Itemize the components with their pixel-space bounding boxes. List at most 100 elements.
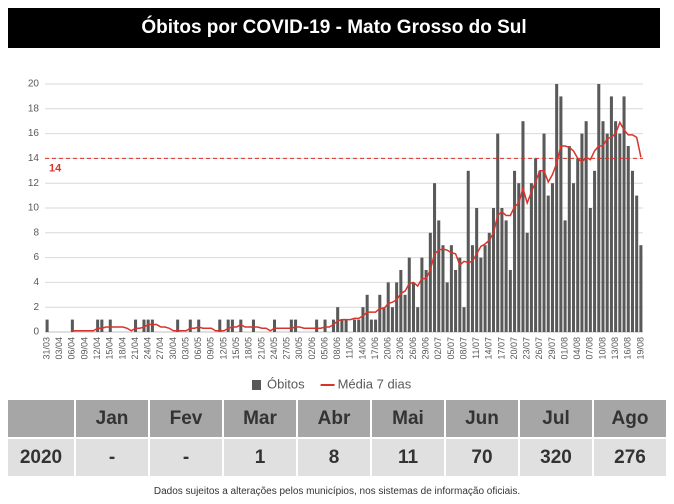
data-cell: -	[149, 438, 224, 478]
average-line	[72, 120, 642, 332]
x-tick-label: 03/05	[180, 337, 190, 360]
bar	[188, 319, 192, 332]
bar	[433, 183, 437, 332]
x-tick-label: 07/08	[585, 337, 595, 360]
data-cell: 70	[445, 438, 520, 478]
x-tick-label: 12/05	[218, 337, 228, 360]
bar	[218, 319, 222, 332]
bar	[197, 319, 201, 332]
bar	[555, 84, 559, 332]
header-cell: Jan	[75, 400, 150, 439]
legend-label: Média 7 dias	[338, 376, 412, 391]
bar	[424, 270, 428, 332]
bar	[513, 170, 517, 332]
bar	[45, 319, 49, 332]
bar	[605, 133, 609, 332]
bar	[504, 220, 508, 332]
bar	[483, 245, 487, 332]
x-tick-label: 06/04	[67, 337, 77, 360]
header-cell: Mar	[223, 400, 298, 439]
bar	[239, 319, 243, 332]
y-tick-label: 14	[28, 153, 40, 164]
x-tick-label: 19/08	[635, 337, 645, 360]
x-tick-label: 05/06	[319, 337, 329, 360]
bar	[315, 319, 319, 332]
y-tick-label: 18	[28, 103, 40, 114]
bar	[584, 121, 588, 332]
bar	[597, 84, 601, 332]
bar	[365, 294, 369, 332]
bar	[609, 96, 613, 333]
bar	[403, 294, 407, 332]
bar	[601, 121, 605, 332]
y-tick-label: 6	[33, 252, 39, 263]
bar	[626, 146, 630, 332]
bar	[226, 319, 230, 332]
bar	[496, 133, 500, 332]
bar	[146, 319, 150, 332]
bar	[357, 319, 361, 332]
x-tick-label: 05/07	[446, 337, 456, 360]
bar	[521, 121, 525, 332]
x-tick-label: 14/06	[357, 337, 367, 360]
x-tick-label: 26/07	[534, 337, 544, 360]
x-tick-label: 24/05	[269, 337, 279, 360]
bar	[96, 319, 100, 332]
bar	[361, 307, 365, 332]
bar	[622, 96, 626, 333]
bar	[462, 307, 466, 332]
bar	[466, 170, 470, 332]
x-tick-label: 16/08	[623, 337, 633, 360]
bar	[420, 257, 424, 332]
bar	[382, 307, 386, 332]
y-tick-label: 2	[33, 302, 39, 313]
x-tick-label: 04/08	[572, 337, 582, 360]
bar	[635, 195, 639, 332]
x-tick-label: 15/04	[105, 337, 115, 360]
x-tick-label: 23/07	[522, 337, 532, 360]
data-cell: 1	[223, 438, 298, 478]
bar	[508, 270, 512, 332]
x-tick-label: 08/07	[458, 337, 468, 360]
monthly-table: Jan Fev Mar Abr Mai Jun Jul Ago 2020- -1 8 11 70 320 2…	[8, 400, 668, 478]
chart-title: Óbitos por COVID-19 - Mato Grosso do Sul	[8, 8, 660, 48]
bar	[487, 232, 491, 332]
data-cell: 8	[297, 438, 372, 478]
bar	[546, 195, 550, 332]
x-tick-label: 18/04	[117, 337, 127, 360]
y-tick-label: 4	[33, 277, 39, 288]
bar	[454, 270, 458, 332]
bar	[479, 257, 483, 332]
bar	[458, 257, 462, 332]
x-tick-label: 21/05	[256, 337, 266, 360]
header-cell: Jun	[445, 400, 520, 439]
bar	[100, 319, 104, 332]
bar	[340, 319, 344, 332]
bar	[150, 319, 154, 332]
bar	[416, 307, 420, 332]
y-tick-label: 20	[28, 79, 40, 90]
header-cell: Abr	[297, 400, 372, 439]
y-tick-label: 16	[28, 128, 40, 139]
bar	[378, 294, 382, 332]
x-tick-label: 27/05	[282, 337, 292, 360]
x-tick-label: 14/07	[484, 337, 494, 360]
data-row: 2020- -1 8 11 70 320 276	[8, 438, 668, 478]
footnote: Dados sujeitos a alterações pelos municí…	[153, 486, 521, 497]
bar	[449, 245, 453, 332]
bar	[580, 133, 584, 332]
bar	[567, 146, 571, 332]
x-tick-label: 29/07	[547, 337, 557, 360]
y-tick-label: 0	[33, 327, 39, 338]
x-tick-label: 26/06	[408, 337, 418, 360]
bar	[538, 170, 542, 332]
data-cell: 276	[593, 438, 668, 478]
bar	[390, 307, 394, 332]
bar	[289, 319, 293, 332]
bar	[134, 319, 138, 332]
bar	[534, 158, 538, 332]
bar	[639, 245, 643, 332]
x-tick-label: 09/04	[79, 337, 89, 360]
